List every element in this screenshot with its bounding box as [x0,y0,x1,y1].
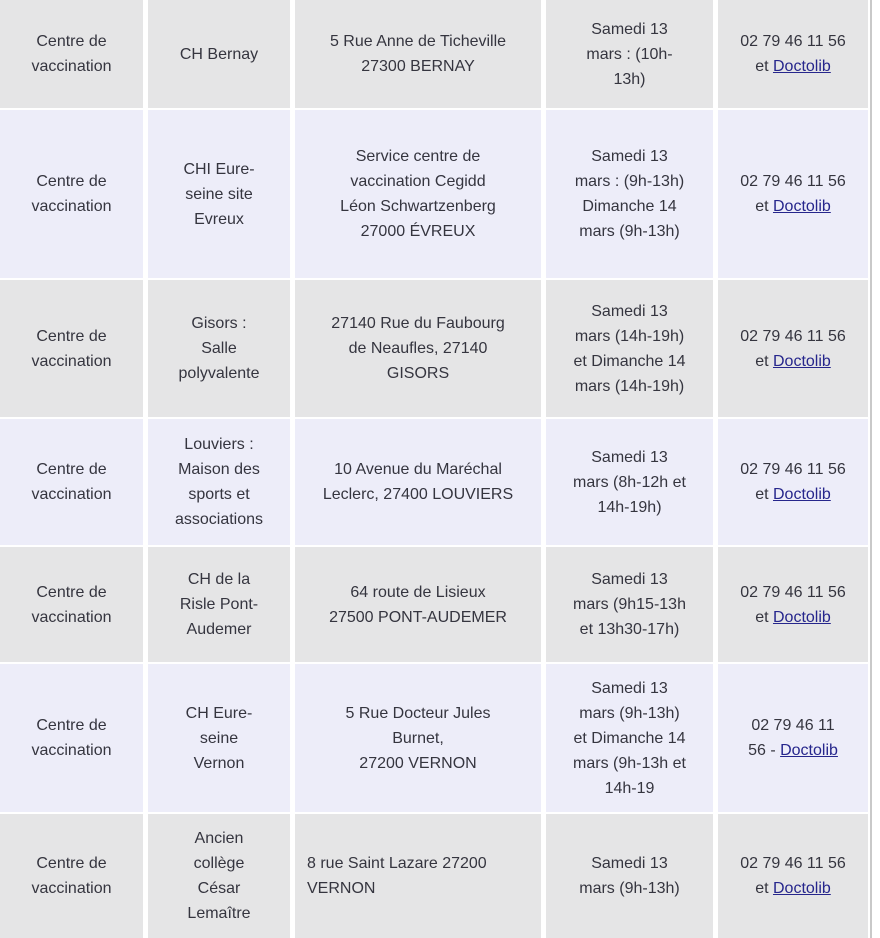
cell-center-name: Louviers : Maison des sports et associat… [148,419,290,545]
phone-number: 02 79 46 11 56 et [740,33,846,75]
cell-category: Centre de vaccination [0,280,143,417]
cell-contact: 02 79 46 11 56 et Doctolib [718,110,868,278]
cell-category: Centre de vaccination [0,664,143,812]
contact-inner: 02 79 46 11 56 et Doctolib [740,324,846,374]
contact-inner: 02 79 46 11 56 et Doctolib [740,580,846,630]
cell-category: Centre de vaccination [0,419,143,545]
cell-category: Centre de vaccination [0,0,143,108]
doctolib-link[interactable]: Doctolib [772,352,831,370]
cell-address: 5 Rue Anne de Ticheville 27300 BERNAY [295,0,541,108]
phone-number: 02 79 46 11 56 et [740,855,846,897]
cell-schedule: Samedi 13 mars (9h15-13h et 13h30-17h) [546,547,713,662]
contact-inner: 02 79 46 11 56 et Doctolib [740,457,846,507]
table-right-border [870,0,872,938]
cell-address: 27140 Rue du Faubourg de Neaufles, 27140… [295,280,541,417]
cell-center-name: Ancien collège César Lemaître [148,814,290,938]
cell-contact: 02 79 46 11 56 et Doctolib [718,280,868,417]
contact-inner: 02 79 46 11 56 - Doctolib [748,713,838,763]
cell-category: Centre de vaccination [0,547,143,662]
contact-inner: 02 79 46 11 56 et Doctolib [740,169,846,219]
cell-category: Centre de vaccination [0,814,143,938]
phone-number: 02 79 46 11 56 et [740,173,846,215]
cell-contact: 02 79 46 11 56 et Doctolib [718,814,868,938]
phone-number: 02 79 46 11 56 et [740,583,846,626]
cell-contact: 02 79 46 11 56 - Doctolib [718,664,868,812]
cell-schedule: Samedi 13 mars (8h-12h et 14h-19h) [546,419,713,545]
cell-contact: 02 79 46 11 56 et Doctolib [718,419,868,545]
cell-schedule: Samedi 13 mars : (10h- 13h) [546,0,713,108]
doctolib-link[interactable]: Doctolib [772,880,831,897]
cell-address: Service centre de vaccination Cegidd Léo… [295,110,541,278]
cell-address: 5 Rue Docteur Jules Burnet, 27200 VERNON [295,664,541,812]
doctolib-link[interactable]: Doctolib [772,58,831,75]
cell-contact: 02 79 46 11 56 et Doctolib [718,0,868,108]
cell-address: 10 Avenue du Maréchal Leclerc, 27400 LOU… [295,419,541,545]
doctolib-link[interactable]: Doctolib [772,608,831,626]
cell-center-name: CH Eure- seine Vernon [148,664,290,812]
cell-schedule: Samedi 13 mars (9h-13h) [546,814,713,938]
phone-number: 02 79 46 11 56 - [748,717,835,759]
cell-schedule: Samedi 13 mars : (9h-13h) Dimanche 14 ma… [546,110,713,278]
contact-inner: 02 79 46 11 56 et Doctolib [740,851,846,901]
cell-center-name: CH de la Risle Pont- Audemer [148,547,290,662]
doctolib-link[interactable]: Doctolib [780,742,838,759]
doctolib-link[interactable]: Doctolib [772,486,831,503]
contact-inner: 02 79 46 11 56 et Doctolib [740,29,846,79]
cell-address: 8 rue Saint Lazare 27200 VERNON [295,814,541,938]
doctolib-link[interactable]: Doctolib [772,198,831,215]
cell-contact: 02 79 46 11 56 et Doctolib [718,547,868,662]
phone-number: 02 79 46 11 56 et [740,461,846,503]
phone-number: 02 79 46 11 56 et [740,327,846,370]
cell-address: 64 route de Lisieux 27500 PONT-AUDEMER [295,547,541,662]
cell-category: Centre de vaccination [0,110,143,278]
cell-center-name: CH Bernay [148,0,290,108]
cell-center-name: CHI Eure- seine site Evreux [148,110,290,278]
cell-schedule: Samedi 13 mars (9h-13h) et Dimanche 14 m… [546,664,713,812]
cell-center-name: Gisors : Salle polyvalente [148,280,290,417]
cell-schedule: Samedi 13 mars (14h-19h) et Dimanche 14 … [546,280,713,417]
